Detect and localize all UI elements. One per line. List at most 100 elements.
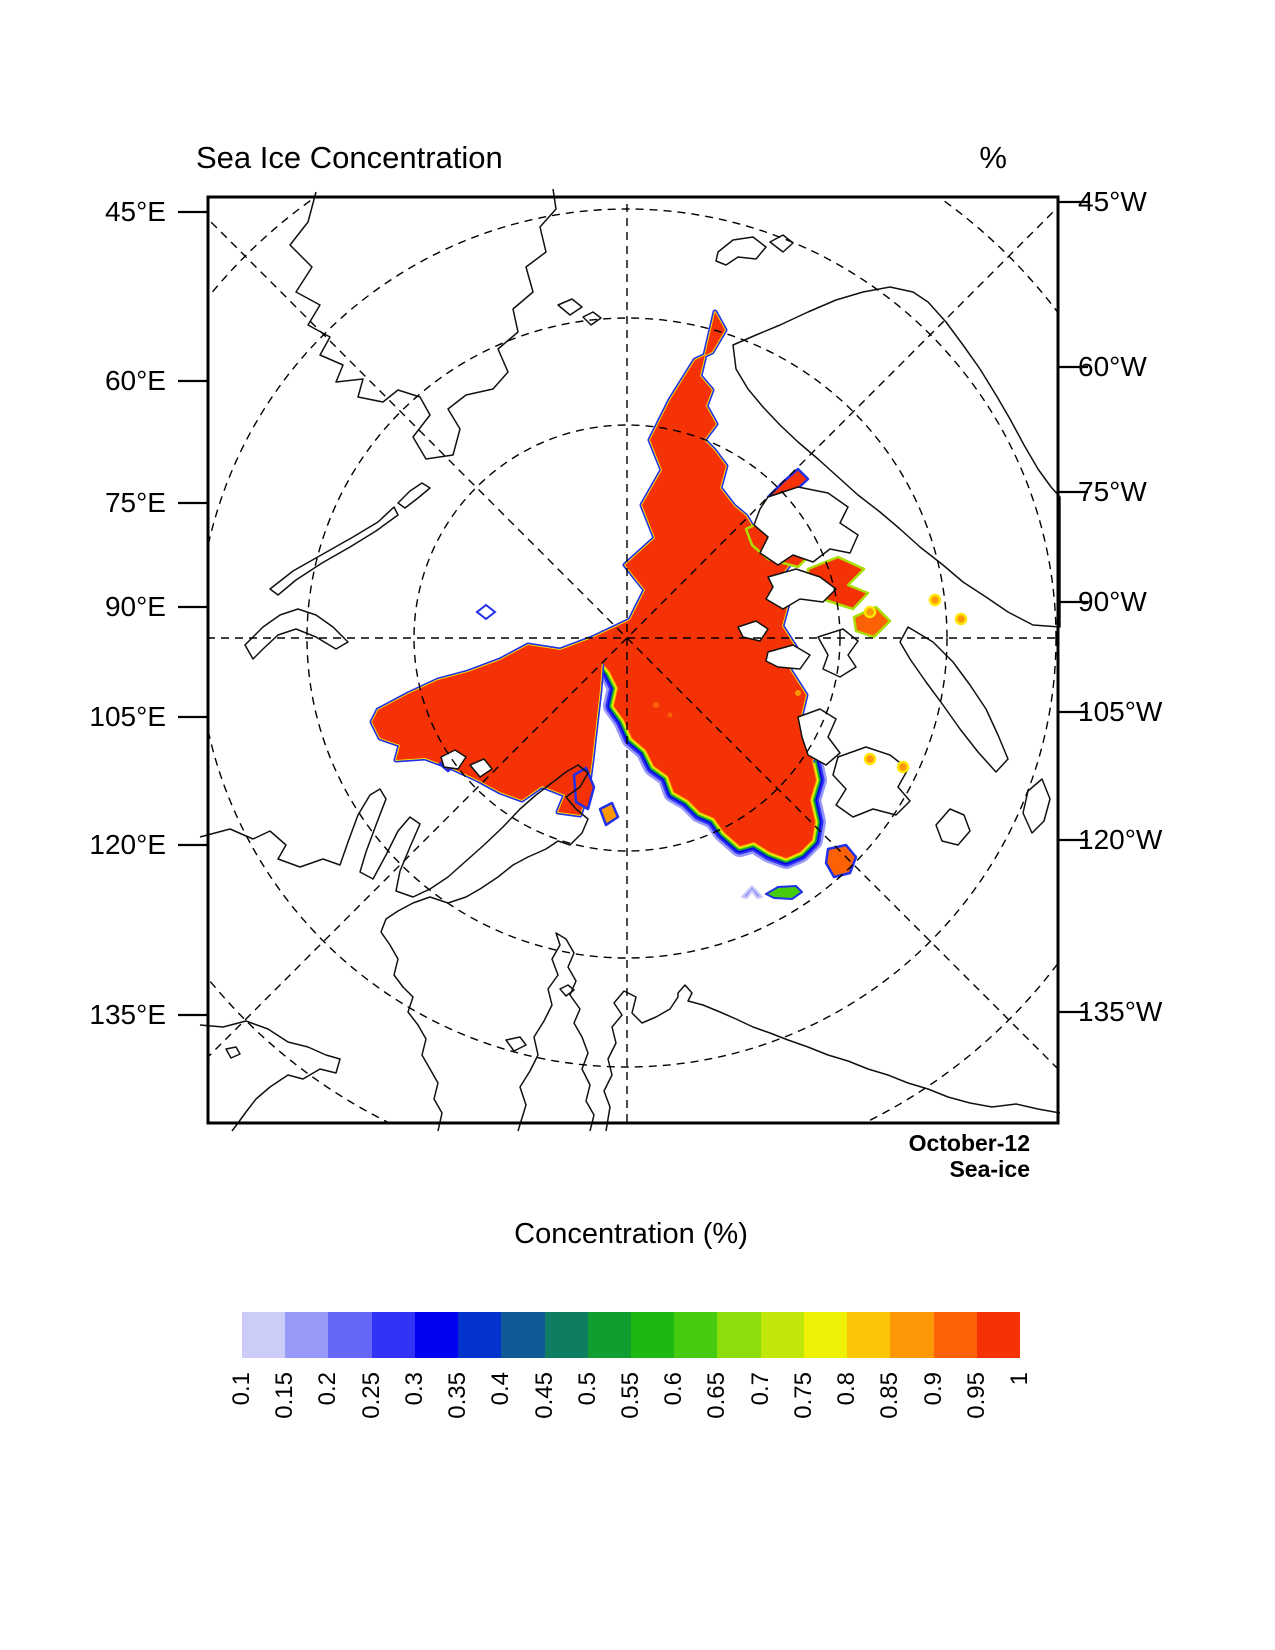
- coastline: [517, 932, 595, 1132]
- island: [935, 808, 971, 846]
- unit-label: %: [979, 140, 1007, 175]
- colorbar-cell: [371, 1312, 415, 1358]
- island: [715, 236, 767, 266]
- colorbar-cell: [933, 1312, 977, 1358]
- island: [269, 506, 399, 596]
- colorbar-cell: [717, 1312, 761, 1358]
- colorbar-tick-label: 0.55: [617, 1372, 644, 1419]
- island: [244, 608, 349, 660]
- annotation-variable: Sea-ice: [949, 1156, 1030, 1182]
- ice-patch: [741, 885, 763, 899]
- island: [899, 626, 1009, 773]
- colorbar-tick-label: 0.75: [789, 1372, 817, 1419]
- ice-patch: [765, 885, 803, 900]
- ice-dot: [653, 702, 659, 708]
- colorbar-cell: [674, 1312, 718, 1358]
- coastline: [225, 1046, 241, 1059]
- colorbar-tick-label: 0.15: [271, 1372, 299, 1419]
- colorbar-tick-label: 0.85: [876, 1372, 904, 1419]
- colorbar-cell: [760, 1312, 804, 1358]
- colorbar-cell: [242, 1312, 286, 1358]
- left-axis-label: 120°E: [89, 829, 166, 860]
- ice-dot: [795, 690, 801, 696]
- colorbar-tick-label: 0.6: [660, 1372, 688, 1406]
- left-axis-label: 90°E: [104, 591, 166, 622]
- colorbar-tick-label: 0.2: [314, 1372, 342, 1406]
- island: [1022, 778, 1051, 834]
- colorbar-cell: [414, 1312, 459, 1358]
- island: [582, 311, 602, 326]
- left-axis-label: 135°E: [89, 999, 166, 1030]
- island: [832, 746, 911, 818]
- left-axis-label: 105°E: [89, 701, 166, 732]
- ice-dot: [667, 712, 673, 718]
- colorbar-tick-label: 0.65: [703, 1372, 731, 1419]
- island: [817, 628, 859, 678]
- island: [753, 486, 859, 566]
- colorbar-tick-label: 0.9: [919, 1372, 947, 1406]
- ice-patch: [598, 801, 620, 827]
- colorbar: [242, 1312, 1020, 1358]
- colorbar-title: Concentration (%): [514, 1218, 748, 1250]
- ice-spot: [954, 612, 968, 626]
- coastline: [559, 984, 575, 997]
- island: [557, 298, 583, 316]
- colorbar-cell: [458, 1312, 502, 1358]
- colorbar-tick-label: 0.8: [833, 1372, 861, 1406]
- left-axis-label: 45°E: [104, 196, 166, 227]
- island: [737, 620, 769, 642]
- ice-hole: [475, 603, 497, 621]
- right-axis-label: 105°W: [1078, 696, 1163, 727]
- colorbar-tick-label: 0.3: [400, 1372, 428, 1406]
- ice-pack: [372, 312, 818, 858]
- left-axis-label: 60°E: [104, 365, 166, 396]
- colorbar-tick-label: 0.1: [228, 1372, 255, 1406]
- graticule-parallel: [306, 317, 948, 959]
- colorbar-cell: [587, 1312, 631, 1358]
- colorbar-cell: [890, 1312, 934, 1358]
- colorbar-cell: [803, 1312, 848, 1358]
- colorbar-cell: [285, 1312, 329, 1358]
- colorbar-tick-label: 0.4: [487, 1372, 515, 1406]
- ice-spot: [896, 760, 910, 774]
- colorbar-tick-label: 1: [1006, 1372, 1033, 1386]
- colorbar-tick-label: 0.25: [357, 1372, 385, 1419]
- island: [765, 644, 811, 670]
- page-title: Sea Ice Concentration: [196, 140, 503, 175]
- coastline: [289, 188, 557, 460]
- colorbar-tick-label: 0.95: [962, 1372, 990, 1419]
- right-axis-label: 135°W: [1078, 996, 1163, 1027]
- colorbar-cell: [328, 1312, 372, 1358]
- colorbar-cell: [544, 1312, 588, 1358]
- ice-patch: [824, 843, 858, 879]
- right-axis-label: 120°W: [1078, 824, 1163, 855]
- plot-frame: [206, 195, 1060, 1125]
- island: [440, 749, 467, 770]
- annotation: October-12 Sea-ice: [690, 1130, 1030, 1182]
- island: [765, 568, 837, 610]
- graticule: [208, 197, 1058, 1123]
- colorbar-cell: [501, 1312, 545, 1358]
- colorbar-cell: [847, 1312, 891, 1358]
- island: [732, 286, 1061, 628]
- island: [769, 234, 794, 253]
- right-axis-label: 60°W: [1078, 351, 1147, 382]
- ice-spot: [863, 752, 877, 766]
- coastline: [603, 984, 1061, 1132]
- right-axis-label: 75°W: [1078, 476, 1147, 507]
- coastline: [199, 764, 589, 1132]
- colorbar-cell: [630, 1312, 675, 1358]
- graticule-meridian: [208, 206, 1058, 1058]
- annotation-date: October-12: [908, 1130, 1030, 1156]
- ice-spot: [928, 593, 942, 607]
- coastline: [505, 1036, 527, 1052]
- island: [397, 482, 431, 509]
- coastline: [199, 1020, 341, 1132]
- island: [797, 708, 841, 766]
- ice-spot: [863, 605, 877, 619]
- island: [469, 758, 493, 778]
- colorbar-cell: [976, 1312, 1020, 1358]
- right-axis-label: 90°W: [1078, 586, 1147, 617]
- colorbar-tick-label: 0.5: [573, 1372, 601, 1406]
